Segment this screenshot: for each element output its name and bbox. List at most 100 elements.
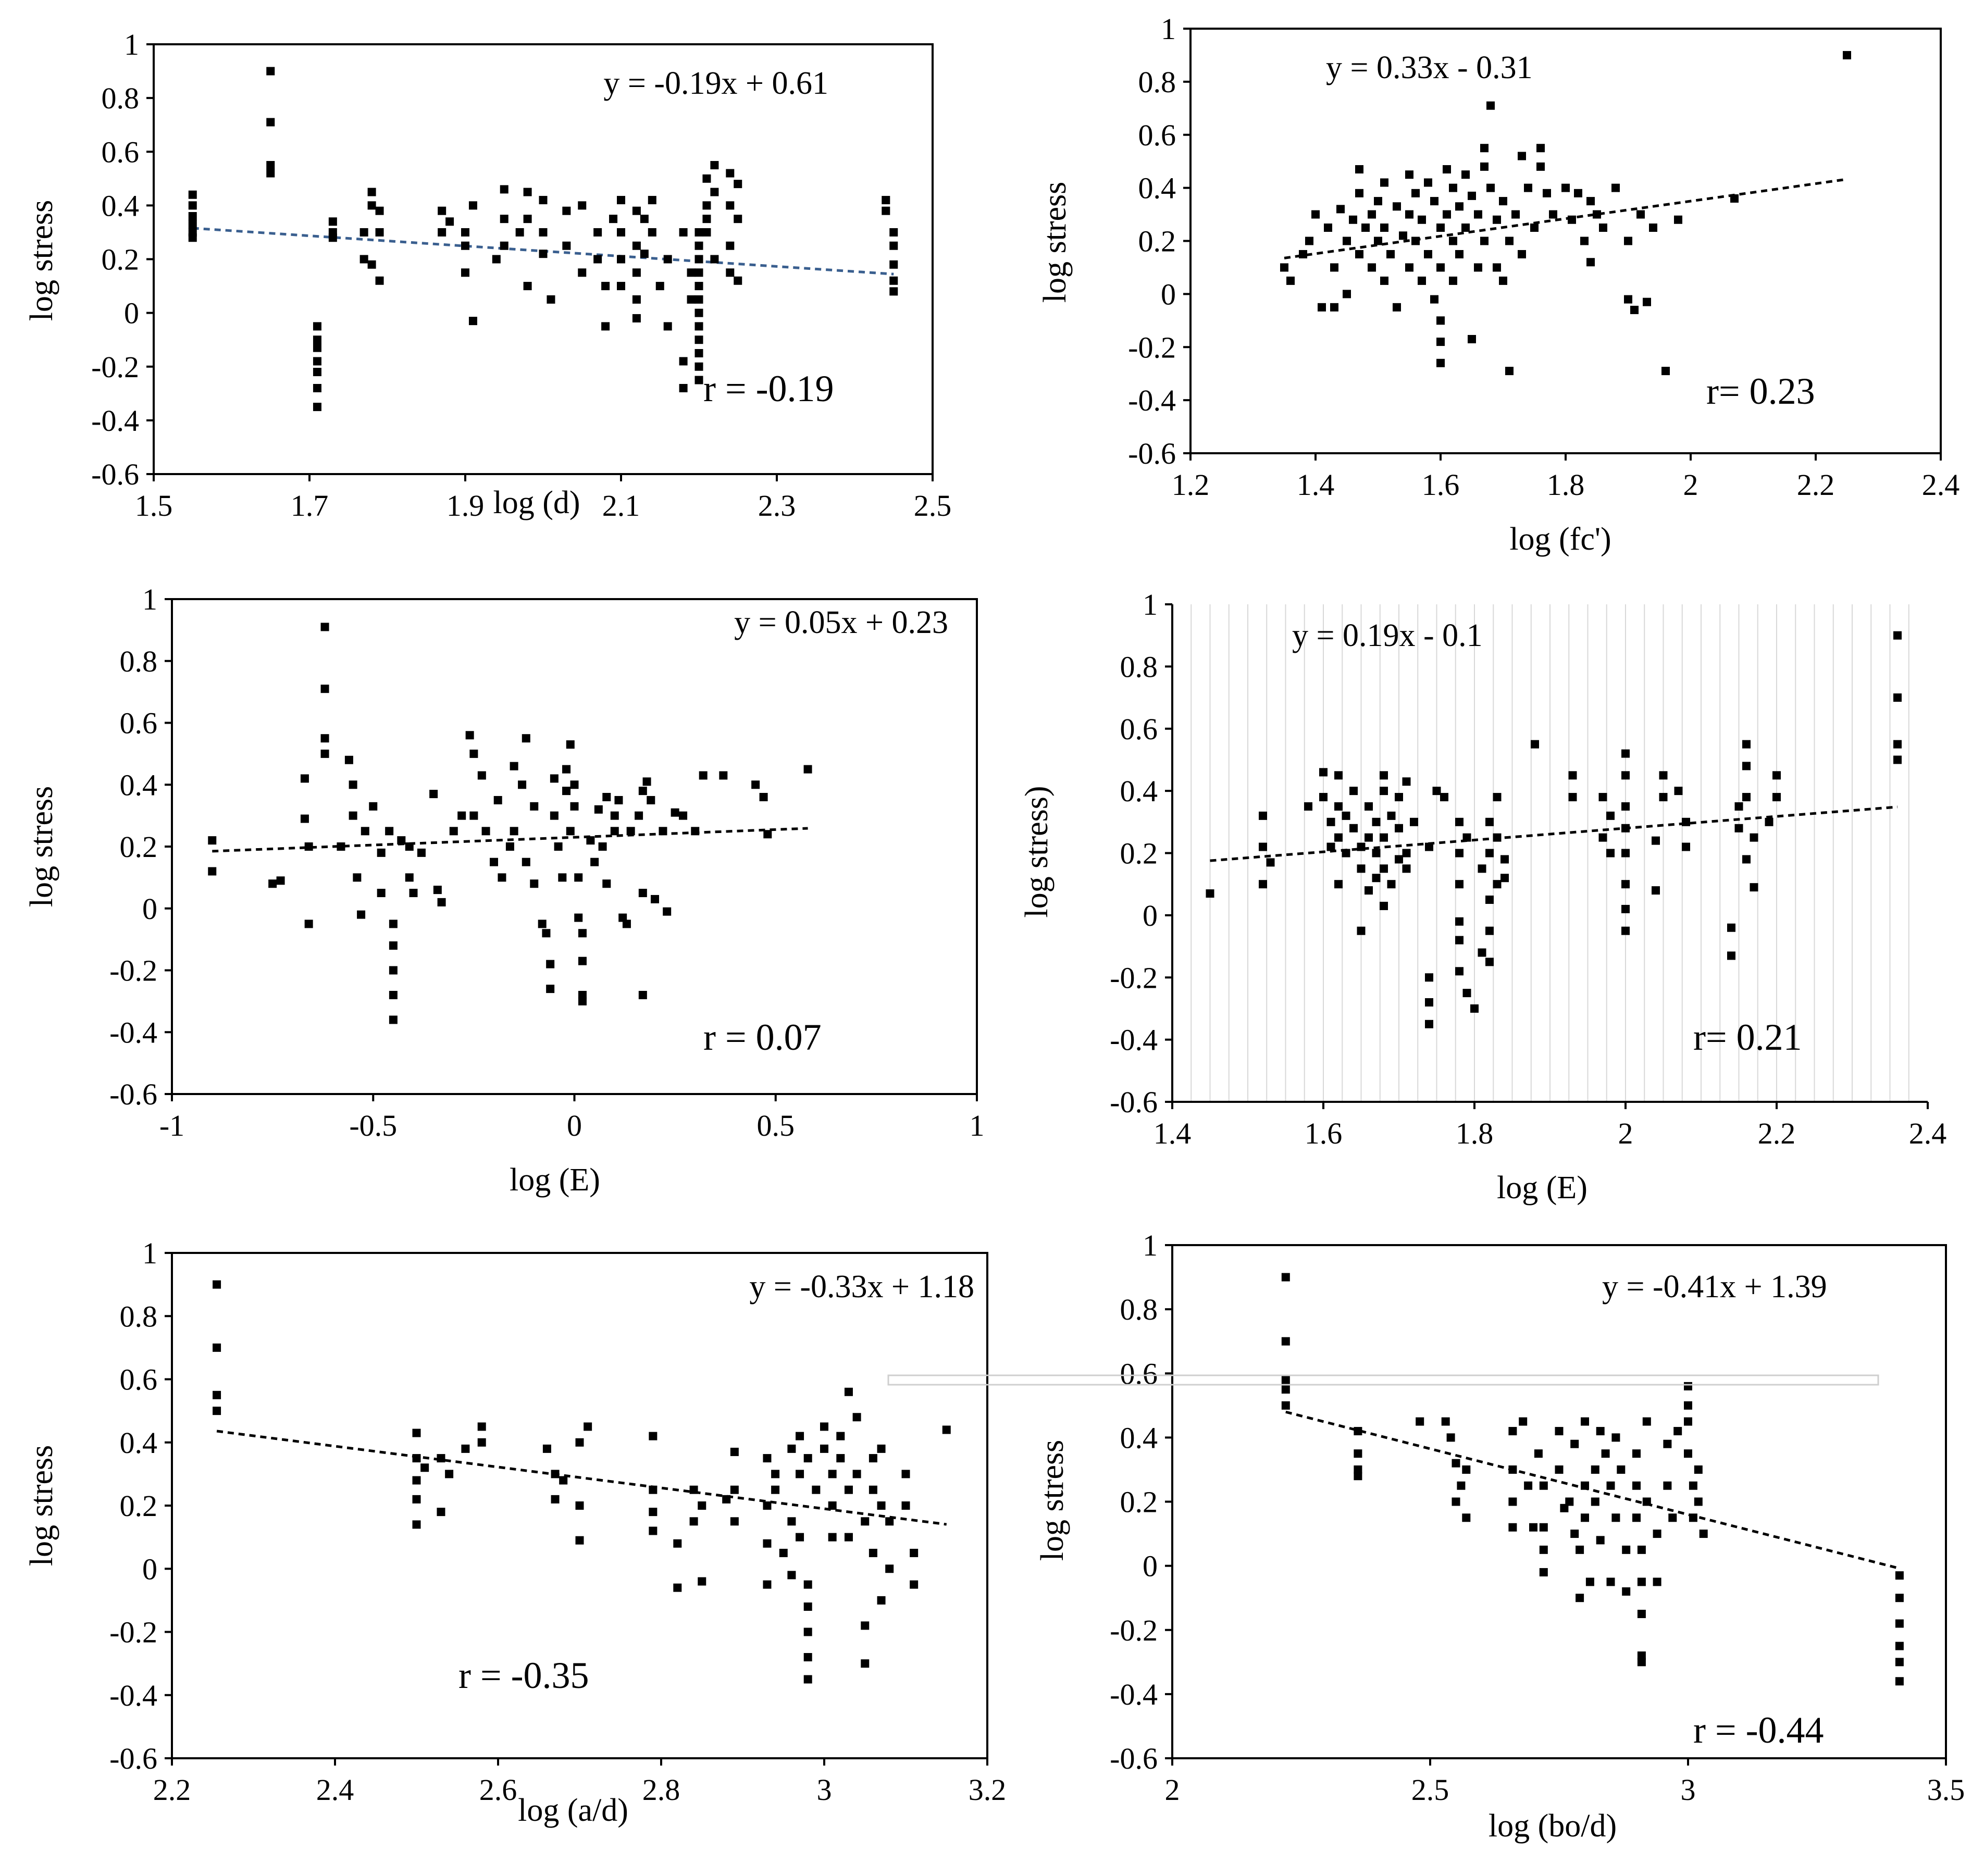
data-point (1480, 237, 1489, 245)
y-tick-label: 0.8 (120, 1299, 158, 1333)
data-point (1621, 802, 1630, 811)
y-tick-label: 0.2 (1120, 1485, 1158, 1519)
data-point (1518, 152, 1526, 160)
data-point (562, 241, 571, 250)
data-point (1611, 1513, 1620, 1522)
data-point (1395, 793, 1403, 802)
data-point (1895, 1571, 1904, 1580)
data-point (1206, 889, 1214, 898)
x-tick-label: 2.6 (479, 1773, 517, 1807)
data-point (1395, 855, 1403, 864)
data-point (673, 1539, 682, 1548)
data-point (1661, 367, 1670, 376)
data-point (1372, 874, 1381, 883)
x-axis-title: log (a/d) (518, 1793, 628, 1828)
data-point (1632, 1513, 1641, 1522)
data-point (445, 1470, 454, 1479)
y-tick-label: 0.2 (1120, 837, 1158, 871)
data-point (1895, 1642, 1904, 1650)
data-point (1893, 631, 1902, 640)
y-tick-label: -0.2 (109, 954, 157, 988)
data-point (1480, 162, 1489, 171)
data-point (1365, 802, 1373, 811)
data-point (694, 376, 703, 384)
data-point (377, 889, 386, 898)
y-tick-label: 0.6 (1138, 118, 1176, 152)
data-point (493, 796, 502, 804)
data-point (679, 357, 688, 366)
data-point (562, 765, 571, 774)
y-tick-label: -0.6 (1128, 437, 1176, 470)
data-point (771, 1470, 780, 1479)
data-point (1682, 817, 1690, 826)
data-point (367, 201, 376, 210)
y-tick-label: -0.4 (1110, 1678, 1158, 1711)
data-point (469, 811, 478, 820)
data-point (869, 1485, 877, 1494)
data-point (617, 228, 625, 237)
x-axis-title: log (E) (1497, 1170, 1587, 1206)
data-point (803, 1653, 812, 1661)
data-point (1449, 276, 1457, 285)
data-point (671, 808, 679, 817)
chart-panel-3: 1 0.8 0.6 0.4 0.2 0 -0.2 -0.4 -0.6-1 -0.5 0 0.5 1 y =… (24, 582, 985, 1198)
data-point (1480, 144, 1489, 153)
y-tick-label: 0 (124, 296, 139, 330)
data-point (409, 889, 418, 898)
data-point (640, 250, 649, 258)
data-point (468, 317, 477, 326)
data-point (1742, 793, 1751, 802)
data-point (869, 1454, 877, 1463)
data-point (771, 1485, 780, 1494)
y-axis-title: log stress (24, 200, 59, 321)
data-point (1565, 1497, 1574, 1506)
data-point (1280, 263, 1288, 272)
data-point (266, 169, 275, 178)
data-point (438, 206, 447, 215)
data-point (726, 201, 735, 210)
data-point (542, 1444, 551, 1453)
data-point (803, 1580, 812, 1589)
data-point (1336, 205, 1345, 214)
data-point (268, 879, 277, 888)
data-point (698, 1501, 706, 1510)
data-point (1653, 1577, 1661, 1586)
data-point (877, 1596, 886, 1605)
data-point (575, 1501, 584, 1510)
data-point (649, 1526, 658, 1535)
data-point (1455, 817, 1464, 826)
data-point (1561, 183, 1570, 192)
data-point (655, 282, 664, 291)
data-point (1505, 367, 1514, 376)
data-point (574, 873, 583, 882)
data-point (313, 322, 321, 331)
data-point (468, 201, 477, 210)
data-point (610, 811, 619, 820)
data-point (796, 1432, 804, 1440)
y-axis-title: log stress (24, 1445, 59, 1567)
data-point (389, 966, 398, 975)
data-point (889, 260, 898, 269)
data-point (1334, 880, 1343, 889)
data-point (1357, 842, 1366, 851)
data-point (617, 255, 625, 264)
y-tick-label: 0.8 (1120, 1293, 1158, 1326)
data-point (1449, 237, 1457, 245)
data-point (208, 867, 217, 876)
data-point (702, 215, 711, 223)
data-point (1568, 793, 1577, 802)
data-point (1266, 858, 1275, 867)
data-point (803, 1602, 812, 1611)
data-point (1637, 1609, 1646, 1618)
data-point (523, 282, 532, 291)
data-point (1436, 316, 1445, 325)
data-point (523, 188, 532, 196)
data-point (1443, 165, 1451, 173)
y-tick-label: -0.2 (1110, 961, 1158, 995)
data-point (1668, 1513, 1677, 1522)
x-tick-label: 2.3 (758, 489, 796, 523)
data-point (1455, 967, 1464, 976)
data-point (1652, 886, 1660, 895)
data-point (698, 1577, 706, 1586)
data-point (320, 623, 329, 631)
